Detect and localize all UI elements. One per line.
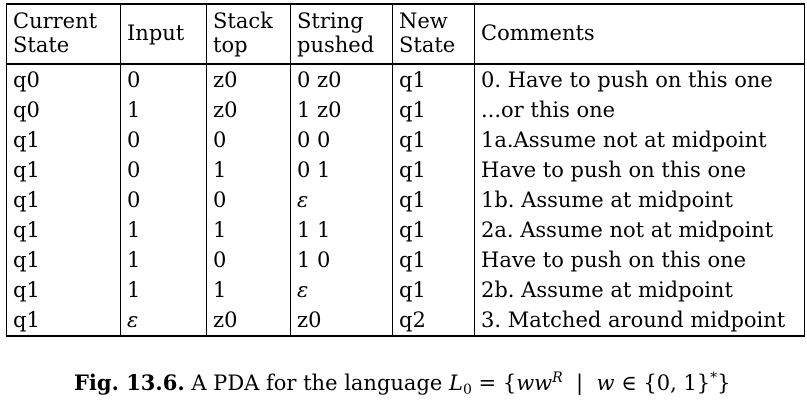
cell-string-pushed: 0 0 [290, 125, 393, 155]
header-text: pushed [297, 33, 375, 57]
table-row: q1 1 0 1 0 q1 Have to push on this one [6, 245, 805, 275]
cell-new-state: q1 [392, 185, 475, 215]
header-input: Input [120, 3, 207, 65]
cell-stack-top: 1 [206, 275, 291, 305]
table-row: q1 ε z0 z0 q2 3. Matched around midpoint [6, 305, 805, 337]
cell-new-state: q1 [392, 95, 475, 125]
caption-label: Fig. 13.6. [74, 370, 185, 395]
cell-comments: 2b. Assume at midpoint [474, 275, 805, 305]
header-text: Comments [481, 21, 595, 45]
header-text: State [13, 33, 70, 57]
pda-transition-table: Current State Input Stack top String pushed New… [6, 3, 805, 337]
cell-new-state: q1 [392, 275, 475, 305]
header-text: Stack [213, 9, 273, 33]
cell-comments: 1a.Assume not at midpoint [474, 125, 805, 155]
cell-comments: 3. Matched around midpoint [474, 305, 805, 337]
cell-new-state: q1 [392, 155, 475, 185]
table-row: q1 1 1 1 1 q1 2a. Assume not at midpoint [6, 215, 805, 245]
figure-caption: Fig. 13.6. A PDA for the language L0 = {… [74, 370, 731, 398]
cell-comments: Have to push on this one [474, 155, 805, 185]
caption-L-sub: 0 [462, 382, 472, 398]
cell-input: 0 [120, 125, 207, 155]
cell-current-state: q1 [6, 215, 121, 245]
header-comments: Comments [474, 3, 805, 65]
cell-comments: 2a. Assume not at midpoint [474, 215, 805, 245]
cell-comments: 1b. Assume at midpoint [474, 185, 805, 215]
cell-input: 1 [120, 215, 207, 245]
cell-stack-top: 1 [206, 215, 291, 245]
cell-string-pushed: ε [290, 185, 393, 215]
cell-current-state: q1 [6, 125, 121, 155]
cell-input: 0 [120, 185, 207, 215]
header-string-pushed: String pushed [290, 3, 393, 65]
cell-new-state: q2 [392, 305, 475, 337]
cell-stack-top: 0 [206, 185, 291, 215]
caption-ww: ww [516, 371, 553, 395]
cell-string-pushed: z0 [290, 305, 393, 337]
caption-eq: = { [471, 371, 517, 395]
header-text: New [399, 9, 448, 33]
caption-language: L0 = {wwR | w ∈ {0, 1}*} [449, 370, 731, 398]
caption-close: } [717, 371, 731, 395]
cell-string-pushed: 1 0 [290, 245, 393, 275]
cell-current-state: q1 [6, 245, 121, 275]
cell-current-state: q0 [6, 95, 121, 125]
caption-text: A PDA for the language [191, 371, 443, 395]
caption-star: * [710, 370, 718, 386]
caption-L: L [449, 371, 463, 395]
header-text: String [297, 9, 364, 33]
table-header: Current State Input Stack top String pushed New… [6, 3, 805, 65]
caption-R: R [552, 370, 563, 386]
cell-string-pushed: 0 z0 [290, 64, 393, 95]
table-row: q1 0 0 ε q1 1b. Assume at midpoint [6, 185, 805, 215]
cell-stack-top: 0 [206, 125, 291, 155]
cell-string-pushed: 0 1 [290, 155, 393, 185]
cell-new-state: q1 [392, 215, 475, 245]
cell-current-state: q1 [6, 185, 121, 215]
cell-stack-top: 1 [206, 155, 291, 185]
header-stack-top: Stack top [206, 3, 291, 65]
table-row: q1 0 1 0 1 q1 Have to push on this one [6, 155, 805, 185]
cell-comments: ...or this one [474, 95, 805, 125]
cell-current-state: q1 [6, 275, 121, 305]
cell-current-state: q1 [6, 155, 121, 185]
header-text: State [399, 33, 456, 57]
cell-input: 0 [120, 64, 207, 95]
cell-current-state: q1 [6, 305, 121, 337]
header-text: Input [127, 21, 185, 45]
caption-in: ∈ {0, 1} [614, 371, 711, 395]
table-body: q0 0 z0 0 z0 q1 0. Have to push on this one q0… [6, 64, 805, 337]
cell-string-pushed: 1 1 [290, 215, 393, 245]
table-row: q1 0 0 0 0 q1 1a.Assume not at midpoint [6, 125, 805, 155]
cell-string-pushed: ε [290, 275, 393, 305]
caption-bar: | [562, 371, 597, 395]
cell-new-state: q1 [392, 64, 475, 95]
header-text: top [213, 33, 248, 57]
cell-stack-top: z0 [206, 64, 291, 95]
cell-stack-top: z0 [206, 305, 291, 337]
cell-stack-top: 0 [206, 245, 291, 275]
cell-current-state: q0 [6, 64, 121, 95]
cell-comments: 0. Have to push on this one [474, 64, 805, 95]
cell-new-state: q1 [392, 125, 475, 155]
table-row: q0 0 z0 0 z0 q1 0. Have to push on this one [6, 64, 805, 95]
cell-stack-top: z0 [206, 95, 291, 125]
cell-input: 0 [120, 155, 207, 185]
header-new-state: New State [392, 3, 475, 65]
header-current-state: Current State [6, 3, 121, 65]
cell-string-pushed: 1 z0 [290, 95, 393, 125]
header-row: Current State Input Stack top String pushed New… [6, 3, 805, 65]
header-text: Current [13, 9, 98, 33]
table-row: q0 1 z0 1 z0 q1 ...or this one [6, 95, 805, 125]
cell-input: ε [120, 305, 207, 337]
table-row: q1 1 1 ε q1 2b. Assume at midpoint [6, 275, 805, 305]
caption-w: w [596, 371, 615, 395]
cell-comments: Have to push on this one [474, 245, 805, 275]
cell-new-state: q1 [392, 245, 475, 275]
cell-input: 1 [120, 275, 207, 305]
cell-input: 1 [120, 95, 207, 125]
cell-input: 1 [120, 245, 207, 275]
